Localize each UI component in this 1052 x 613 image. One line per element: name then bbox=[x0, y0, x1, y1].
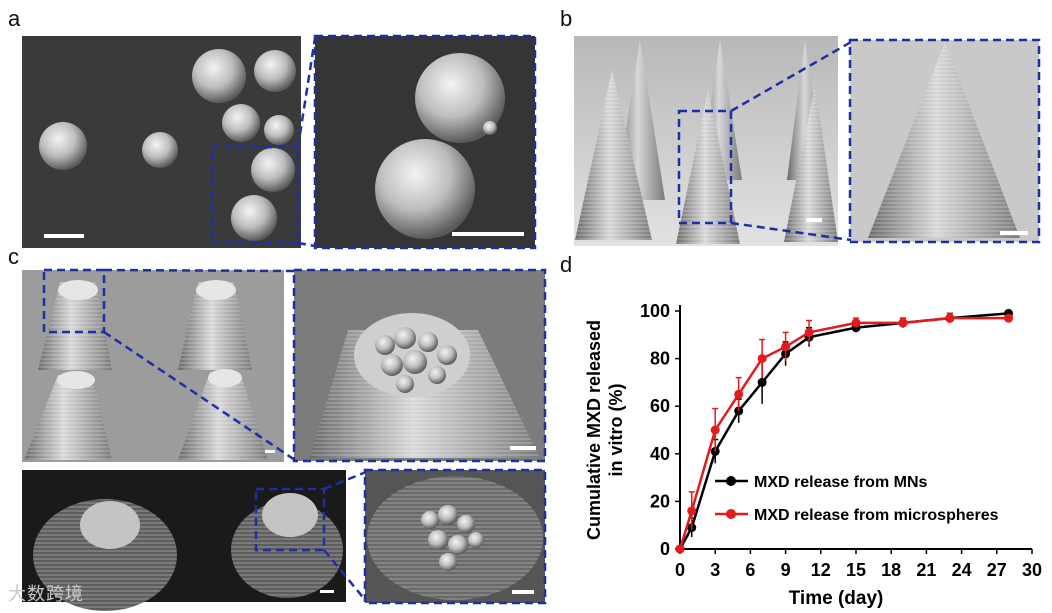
zoom-connector bbox=[730, 221, 852, 242]
x-tick-label: 3 bbox=[710, 560, 720, 580]
zoom-connector bbox=[297, 241, 316, 248]
data-point bbox=[945, 313, 955, 323]
zoom-connector bbox=[730, 40, 852, 113]
zoom-box bbox=[254, 487, 326, 552]
scale-bar bbox=[44, 234, 84, 238]
legend-label: MXD release from MNs bbox=[754, 474, 927, 491]
x-tick-label: 21 bbox=[916, 560, 936, 580]
data-point bbox=[757, 377, 767, 387]
x-axis-label: Time (day) bbox=[789, 588, 884, 609]
legend-label: MXD release from microspheres bbox=[754, 507, 999, 524]
sem-image-microneedle-array bbox=[574, 36, 838, 246]
data-point bbox=[710, 425, 720, 435]
panel-label-d: d bbox=[560, 252, 573, 277]
x-tick-label: 24 bbox=[952, 560, 972, 580]
data-point bbox=[687, 506, 697, 516]
data-point bbox=[781, 342, 791, 352]
scale-bar bbox=[320, 590, 334, 593]
y-tick-label: 0 bbox=[660, 539, 670, 559]
scale-bar bbox=[510, 446, 536, 450]
x-tick-label: 6 bbox=[745, 560, 755, 580]
zoom-connector bbox=[323, 549, 367, 602]
sem-image-microneedle-zoom bbox=[848, 38, 1041, 244]
panel-label-b: b bbox=[560, 6, 573, 31]
sem-image-topview-zoom bbox=[363, 468, 547, 605]
x-tick-label: 12 bbox=[811, 560, 831, 580]
x-tick-label: 15 bbox=[846, 560, 866, 580]
x-tick-label: 0 bbox=[675, 560, 685, 580]
y-axis-label-line2: in vitro (%) bbox=[606, 383, 626, 476]
data-point bbox=[804, 327, 814, 337]
zoom-connector bbox=[323, 470, 367, 491]
x-tick-label: 30 bbox=[1022, 560, 1042, 580]
data-point bbox=[734, 389, 744, 399]
y-tick-label: 20 bbox=[650, 491, 670, 511]
data-point bbox=[757, 354, 767, 364]
x-tick-label: 18 bbox=[881, 560, 901, 580]
sem-image-loaded-tip-zoom bbox=[292, 268, 547, 463]
data-point bbox=[851, 318, 861, 328]
sem-image-loaded-microneedles bbox=[22, 268, 284, 462]
scale-bar bbox=[806, 218, 822, 222]
data-point bbox=[1004, 313, 1014, 323]
data-point bbox=[675, 544, 685, 554]
panel-label-c: c bbox=[8, 244, 19, 269]
sem-image-microspheres bbox=[22, 36, 301, 248]
legend-marker bbox=[726, 509, 736, 519]
scale-bar bbox=[512, 590, 534, 594]
watermark: 大数跨境 bbox=[8, 584, 84, 605]
release-chart: 0 3 6 9 12 15 18 21 24 27 30 0 20 40 60 80 100 Time (day)… bbox=[584, 301, 1042, 609]
scale-bar bbox=[1000, 231, 1028, 235]
y-axis-label: Cumulative MXD released bbox=[584, 320, 604, 540]
y-tick-label: 100 bbox=[640, 301, 670, 321]
zoom-connector bbox=[103, 268, 296, 273]
zoom-connector bbox=[296, 37, 317, 148]
legend-marker bbox=[726, 476, 736, 486]
y-tick-label: 60 bbox=[650, 396, 670, 416]
sem-image-loaded-topview bbox=[22, 470, 346, 611]
sem-image-microspheres-zoom bbox=[313, 34, 537, 250]
x-tick-label: 27 bbox=[987, 560, 1007, 580]
y-tick-label: 40 bbox=[650, 444, 670, 464]
y-tick-label: 80 bbox=[650, 349, 670, 369]
zoom-box bbox=[42, 268, 106, 334]
data-point bbox=[898, 318, 908, 328]
panel-label-a: a bbox=[8, 6, 21, 31]
scale-bar bbox=[265, 450, 275, 453]
scale-bar bbox=[452, 232, 524, 236]
zoom-box bbox=[210, 145, 300, 245]
x-tick-label: 9 bbox=[781, 560, 791, 580]
zoom-box bbox=[677, 109, 733, 225]
